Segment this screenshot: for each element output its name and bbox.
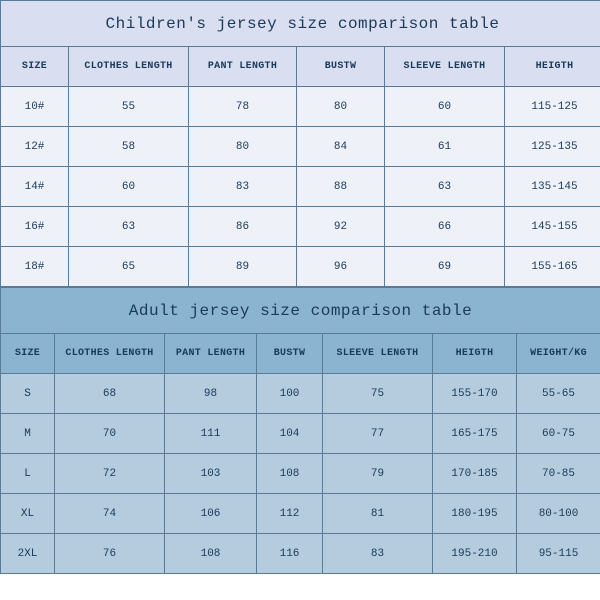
adult-cell: 106 (165, 494, 257, 534)
adult-cell: 180-195 (433, 494, 517, 534)
adult-row: 2XL 76 108 116 83 195-210 95-115 (1, 534, 600, 574)
adult-cell: L (1, 454, 55, 494)
children-cell: 66 (385, 207, 505, 247)
children-cell: 61 (385, 127, 505, 167)
adult-cell: M (1, 414, 55, 454)
adult-cell: 55-65 (517, 374, 600, 414)
children-cell: 12# (1, 127, 69, 167)
adult-cell: 112 (257, 494, 323, 534)
adult-cell: 170-185 (433, 454, 517, 494)
adult-cell: 76 (55, 534, 165, 574)
adult-cell: XL (1, 494, 55, 534)
adult-cell: 116 (257, 534, 323, 574)
adult-table: Adult jersey size comparison table SIZE … (0, 287, 600, 574)
adult-cell: 70-85 (517, 454, 600, 494)
children-cell: 83 (189, 167, 297, 207)
adult-cell: 75 (323, 374, 433, 414)
adult-cell: 68 (55, 374, 165, 414)
children-cell: 92 (297, 207, 385, 247)
adult-cell: 81 (323, 494, 433, 534)
children-col-clothes: CLOTHES LENGTH (69, 47, 189, 87)
adult-row: M 70 111 104 77 165-175 60-75 (1, 414, 600, 454)
children-cell: 78 (189, 87, 297, 127)
children-cell: 135-145 (505, 167, 600, 207)
adult-row: L 72 103 108 79 170-185 70-85 (1, 454, 600, 494)
adult-cell: 79 (323, 454, 433, 494)
children-cell: 155-165 (505, 247, 600, 287)
adult-cell: S (1, 374, 55, 414)
size-tables: Children's jersey size comparison table … (0, 0, 600, 574)
children-cell: 65 (69, 247, 189, 287)
adult-cell: 103 (165, 454, 257, 494)
children-cell: 58 (69, 127, 189, 167)
adult-cell: 2XL (1, 534, 55, 574)
children-row: 14# 60 83 88 63 135-145 (1, 167, 600, 207)
children-cell: 63 (69, 207, 189, 247)
children-col-height: HEIGTH (505, 47, 600, 87)
children-cell: 89 (189, 247, 297, 287)
children-cell: 60 (69, 167, 189, 207)
children-cell: 55 (69, 87, 189, 127)
children-cell: 10# (1, 87, 69, 127)
adult-cell: 95-115 (517, 534, 600, 574)
adult-cell: 70 (55, 414, 165, 454)
children-col-pant: PANT LENGTH (189, 47, 297, 87)
children-cell: 63 (385, 167, 505, 207)
children-cell: 60 (385, 87, 505, 127)
adult-cell: 77 (323, 414, 433, 454)
adult-cell: 155-170 (433, 374, 517, 414)
children-cell: 80 (297, 87, 385, 127)
adult-col-size: SIZE (1, 334, 55, 374)
adult-row: S 68 98 100 75 155-170 55-65 (1, 374, 600, 414)
children-cell: 96 (297, 247, 385, 287)
adult-cell: 195-210 (433, 534, 517, 574)
children-cell: 80 (189, 127, 297, 167)
children-cell: 18# (1, 247, 69, 287)
children-row: 18# 65 89 96 69 155-165 (1, 247, 600, 287)
children-cell: 145-155 (505, 207, 600, 247)
adult-cell: 108 (165, 534, 257, 574)
children-cell: 14# (1, 167, 69, 207)
adult-cell: 83 (323, 534, 433, 574)
adult-cell: 111 (165, 414, 257, 454)
adult-cell: 165-175 (433, 414, 517, 454)
children-col-bust: BUSTW (297, 47, 385, 87)
adult-col-height: HEIGTH (433, 334, 517, 374)
children-row: 16# 63 86 92 66 145-155 (1, 207, 600, 247)
children-cell: 86 (189, 207, 297, 247)
children-cell: 125-135 (505, 127, 600, 167)
adult-cell: 108 (257, 454, 323, 494)
adult-cell: 72 (55, 454, 165, 494)
children-cell: 84 (297, 127, 385, 167)
adult-cell: 80-100 (517, 494, 600, 534)
children-title: Children's jersey size comparison table (1, 1, 600, 47)
adult-cell: 60-75 (517, 414, 600, 454)
adult-cell: 74 (55, 494, 165, 534)
adult-title: Adult jersey size comparison table (1, 288, 600, 334)
adult-col-weight: WEIGHT/KG (517, 334, 600, 374)
adult-cell: 100 (257, 374, 323, 414)
adult-cell: 98 (165, 374, 257, 414)
children-col-size: SIZE (1, 47, 69, 87)
children-col-sleeve: SLEEVE LENGTH (385, 47, 505, 87)
children-cell: 16# (1, 207, 69, 247)
children-cell: 88 (297, 167, 385, 207)
children-row: 10# 55 78 80 60 115-125 (1, 87, 600, 127)
adult-col-clothes: CLOTHES LENGTH (55, 334, 165, 374)
children-table: Children's jersey size comparison table … (0, 0, 600, 287)
adult-col-pant: PANT LENGTH (165, 334, 257, 374)
children-cell: 115-125 (505, 87, 600, 127)
adult-col-bust: BUSTW (257, 334, 323, 374)
children-row: 12# 58 80 84 61 125-135 (1, 127, 600, 167)
adult-col-sleeve: SLEEVE LENGTH (323, 334, 433, 374)
adult-row: XL 74 106 112 81 180-195 80-100 (1, 494, 600, 534)
children-cell: 69 (385, 247, 505, 287)
adult-cell: 104 (257, 414, 323, 454)
